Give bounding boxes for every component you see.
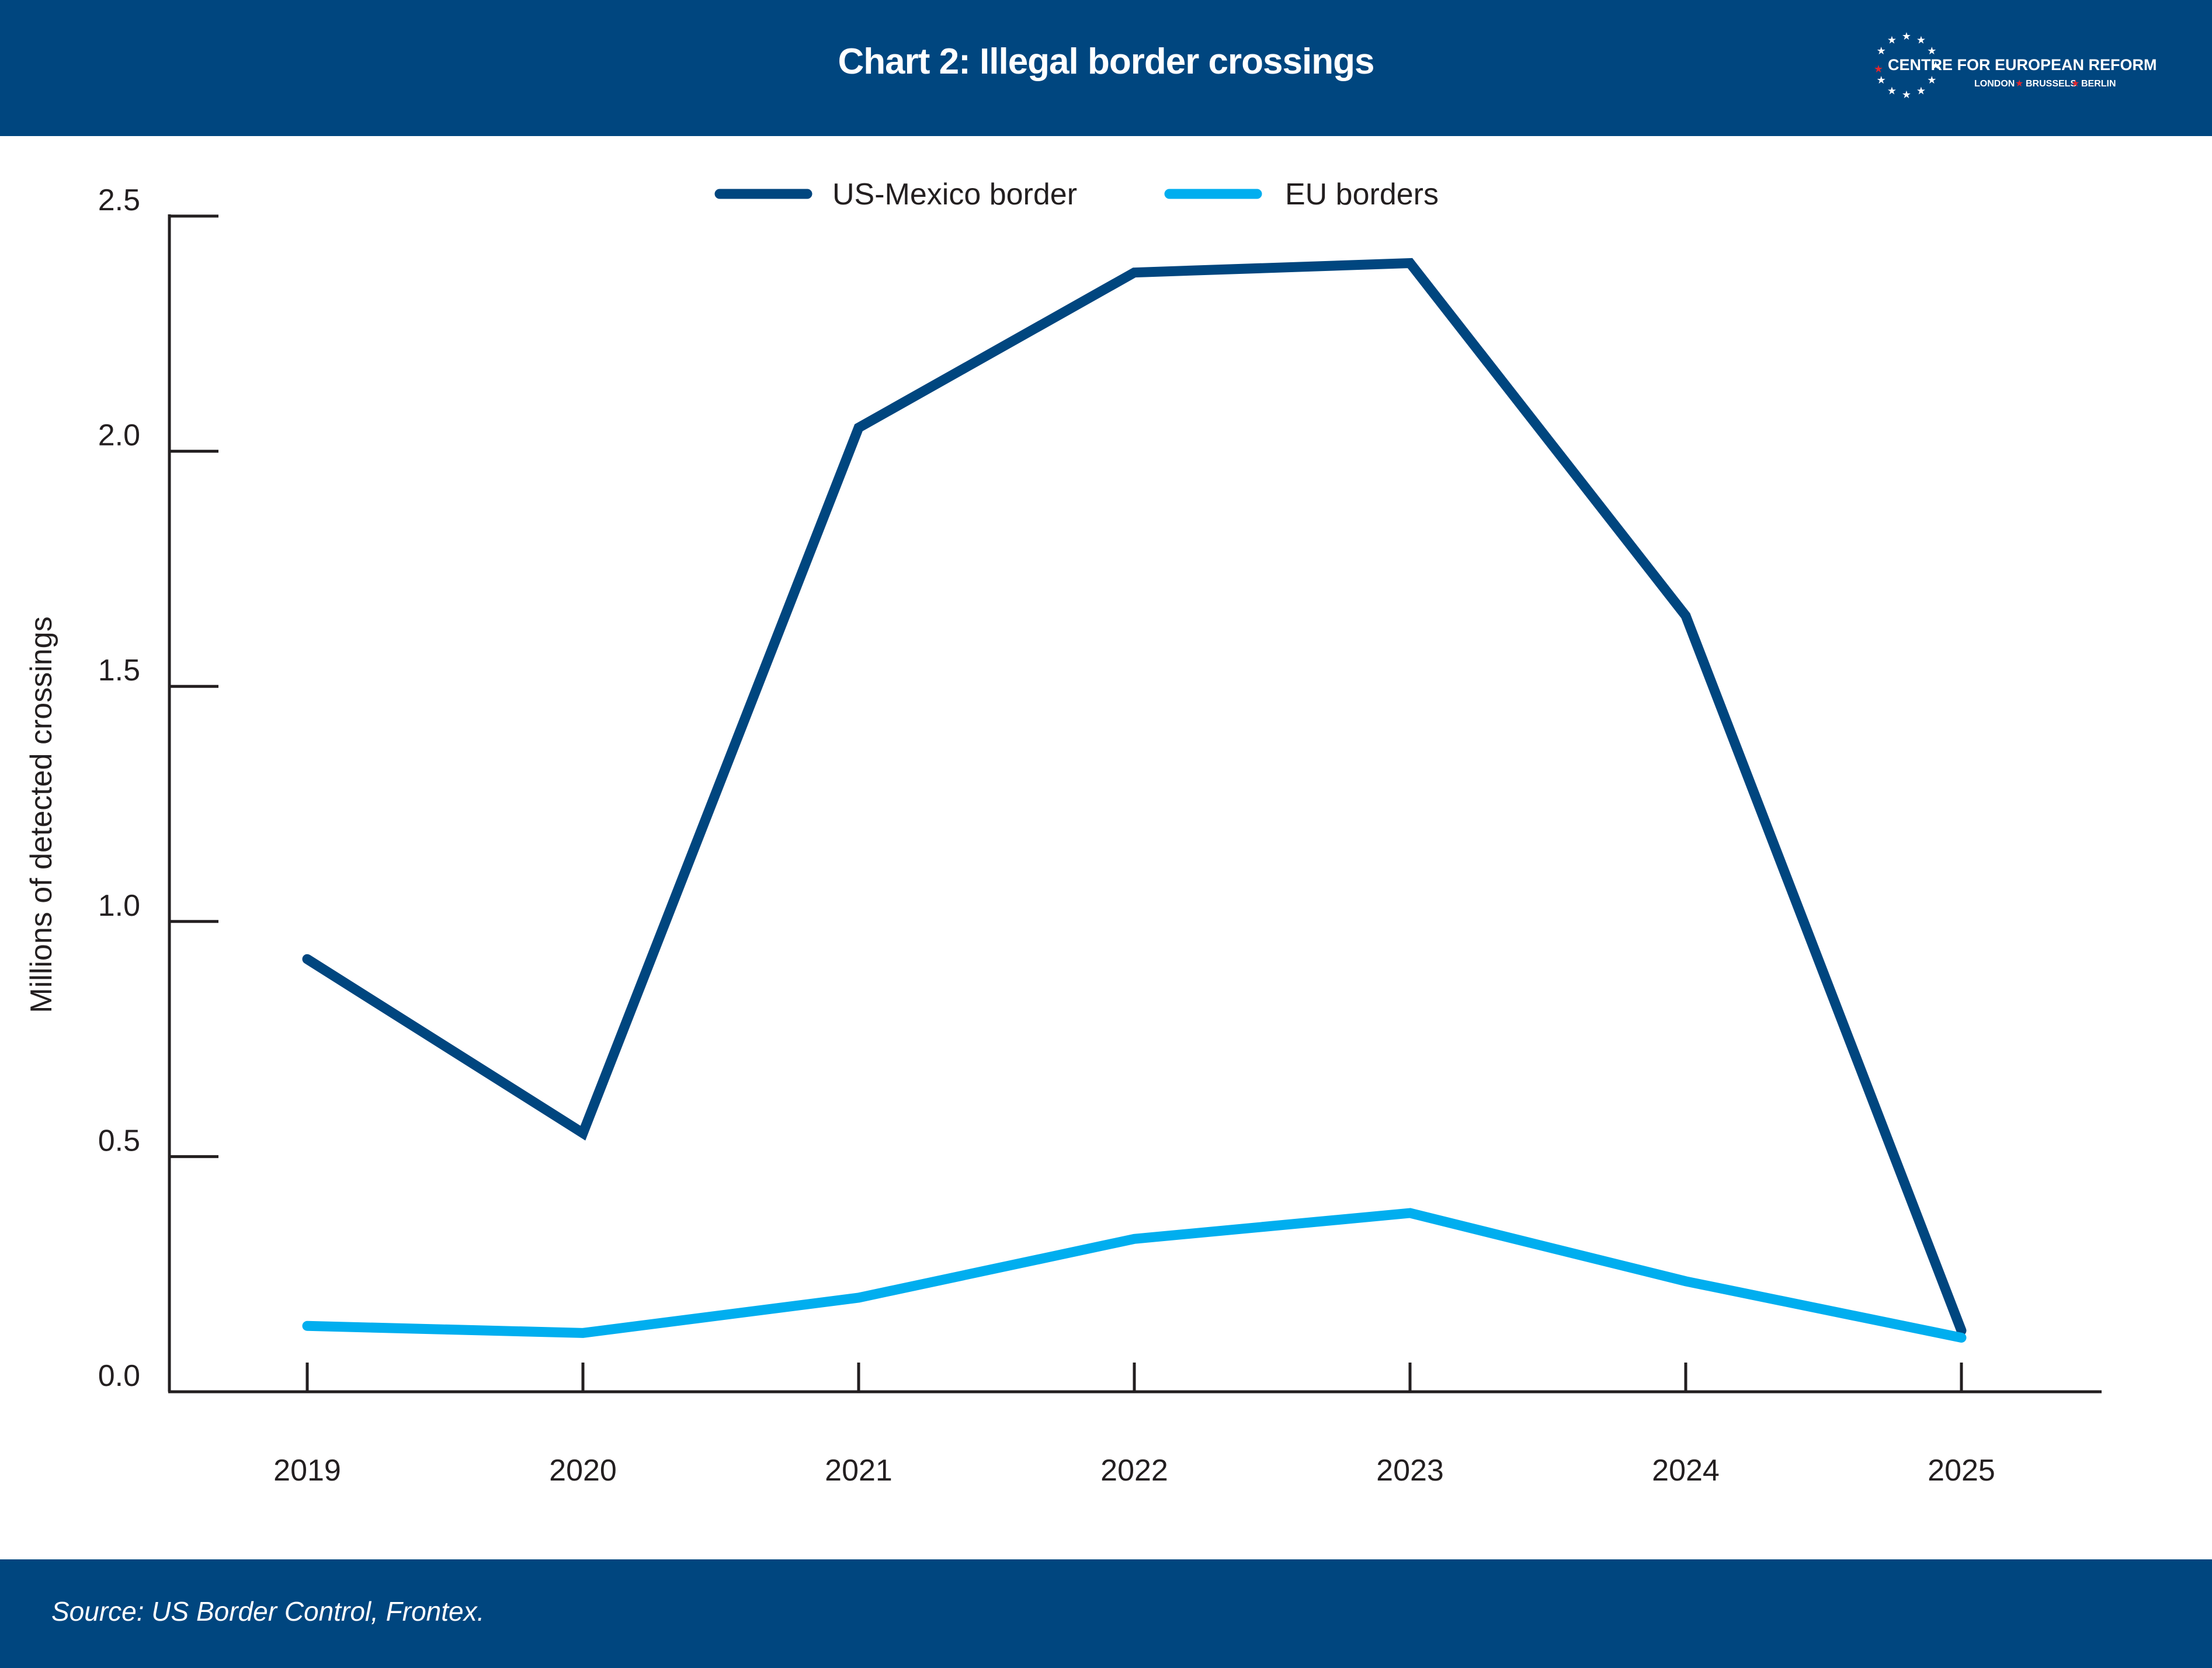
y-tick-label: 2.5: [98, 183, 140, 217]
star-icon: ★: [1916, 85, 1926, 96]
source-note: Source: US Border Control, Frontex.: [51, 1596, 485, 1627]
logo-city-3: BERLIN: [2081, 79, 2116, 89]
axes: [168, 214, 2102, 1394]
x-tick-label: 2025: [1928, 1454, 1995, 1488]
y-tick-label: 1.5: [98, 654, 140, 687]
logo-star-sep-2: ★: [2071, 79, 2079, 89]
x-tick-label: 2021: [825, 1454, 893, 1488]
cer-logo: ★ ★★★★★★★★★★★ CENTRE FOR EUROPEAN REFORM …: [1874, 30, 2157, 100]
star-icon: ★: [1887, 34, 1897, 46]
x-tick-label: 2020: [549, 1454, 617, 1488]
header-bar: Chart 2: Illegal border crossings ★ ★ ★ ★ ★ ★…: [0, 0, 2212, 136]
logo-name: CENTRE FOR EUROPEAN REFORM: [1888, 56, 2157, 74]
eu-stars-icon: ★ ★★★★★★★★★★★: [1874, 30, 1940, 100]
star-icon: ★: [1927, 45, 1936, 57]
legend: US-Mexico border EU borders: [714, 178, 1439, 211]
y-axis-label: Millions of detected crossings: [25, 616, 58, 1013]
star-icon: ★: [1916, 34, 1926, 46]
x-tick-label: 2022: [1100, 1454, 1168, 1488]
y-ticks: 0.0 0.5 1.0 1.5 2.0 2.5: [98, 183, 218, 1394]
series-line-us-mexico: [302, 258, 1967, 1336]
star-icon: ★: [1931, 60, 1940, 71]
footer-bar: Source: US Border Control, Frontex.: [0, 1559, 2212, 1668]
star-icon: ★: [1877, 74, 1886, 86]
logo-star-sep-1: ★: [2015, 79, 2023, 89]
star-icon: ★: [1877, 45, 1886, 57]
legend-label: US-Mexico border: [832, 178, 1077, 211]
red-star-icon: ★: [1874, 63, 1883, 75]
x-tick-label: 2019: [273, 1454, 341, 1488]
x-ticks: 2019 2020 2021 2022 2023 2024 2025: [273, 1363, 1995, 1488]
legend-label: EU borders: [1285, 178, 1439, 211]
y-tick-label: 1.0: [98, 889, 140, 923]
series-lines: [302, 258, 1967, 1343]
x-tick-label: 2023: [1376, 1454, 1444, 1488]
logo-city-1: LONDON: [1974, 79, 2015, 89]
y-tick-label: 0.0: [98, 1359, 140, 1393]
y-tick-label: 2.0: [98, 419, 140, 453]
y-tick-label: 0.5: [98, 1124, 140, 1158]
star-icon: ★: [1902, 89, 1911, 100]
star-icon: ★: [1887, 85, 1897, 96]
chart-title: Chart 2: Illegal border crossings: [838, 41, 1375, 82]
star-icon: ★: [1927, 74, 1936, 86]
x-tick-label: 2024: [1652, 1454, 1720, 1488]
logo-city-2: BRUSSELS: [2026, 79, 2076, 89]
star-icon: ★: [1902, 30, 1911, 42]
series-line-eu: [302, 1208, 1967, 1343]
